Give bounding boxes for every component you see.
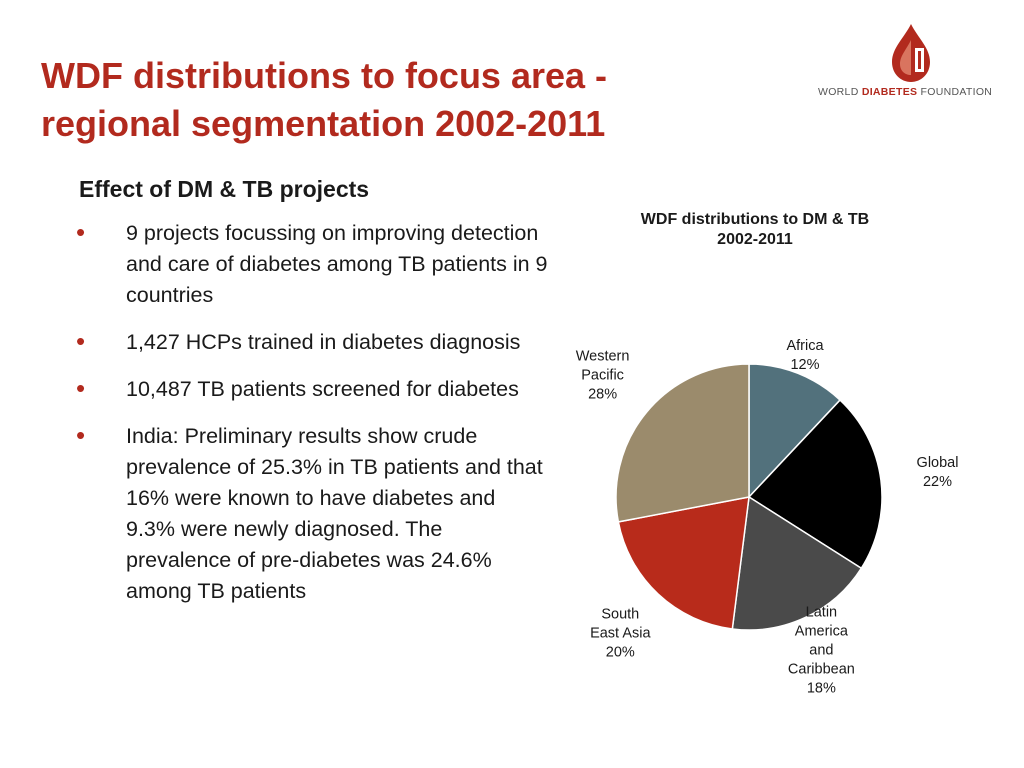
- bullet-dot-icon: •: [76, 217, 86, 247]
- bullet-text: 1,427 HCPs trained in diabetes diagnosis: [126, 330, 521, 354]
- bullet-text: India: Preliminary results show crude pr…: [126, 424, 543, 603]
- pie-label-line: Global: [916, 455, 959, 472]
- subheading: Effect of DM & TB projects: [79, 176, 370, 202]
- chart-title-line-1: WDF distributions to DM & TB: [640, 211, 870, 228]
- pie-label-line: Latin: [805, 604, 838, 621]
- pie-slice-africa: [748, 363, 842, 499]
- bullet-item: • 9 projects focussing on improving detec…: [76, 217, 549, 311]
- pie-slice-western-pacific: [615, 363, 750, 523]
- bullet-dot-icon: •: [76, 420, 86, 450]
- chart-title: WDF distributions to DM & TB 2002-2011: [590, 210, 920, 250]
- pie-label-line: and: [809, 642, 834, 659]
- pie-label-line: Pacific: [581, 367, 624, 384]
- slide-title-line-1: WDF distributions to focus area -: [41, 55, 608, 96]
- world-diabetes-foundation-logo: WORLD DIABETES FOUNDATION: [818, 20, 1004, 102]
- pie-label-africa: Africa 12%: [786, 337, 823, 375]
- pie-label-line: America: [794, 623, 848, 640]
- pie-label-line: 28%: [588, 386, 618, 403]
- bullet-text: 10,487 TB patients screened for diabetes: [126, 377, 519, 401]
- pie-label-south-east-asia: South East Asia 20%: [590, 606, 650, 663]
- pie-label-line: 12%: [790, 356, 820, 373]
- logo-word-foundation: FOUNDATION: [917, 86, 993, 98]
- slide-title-line-2: regional segmentation 2002-2011: [41, 103, 606, 144]
- logo-word-world: WORLD: [818, 86, 862, 98]
- bullet-item: • 1,427 HCPs trained in diabetes diagnosi…: [76, 326, 549, 358]
- pie-label-line: 22%: [922, 474, 953, 491]
- bullet-list: • 9 projects focussing on improving detec…: [76, 217, 549, 607]
- pie-label-line: 20%: [605, 644, 635, 661]
- bullet-item: • India: Preliminary results show crude p…: [76, 420, 549, 607]
- pie-slice-global: [747, 398, 883, 570]
- pie-label-line: East Asia: [590, 625, 651, 642]
- bullet-item: • 10,487 TB patients screened for diabete…: [76, 373, 549, 405]
- content-block: Effect of DM & TB projects • 9 projects f…: [76, 174, 549, 623]
- chart-title-line-2: 2002-2011: [717, 231, 793, 248]
- logo-wordmark: WORLD DIABETES FOUNDATION: [818, 86, 1004, 98]
- logo-word-diabetes: DIABETES: [861, 86, 918, 98]
- bullet-dot-icon: •: [76, 373, 86, 403]
- slide-title: WDF distributions to focus area - region…: [41, 52, 741, 148]
- pie-label-global: Global 22%: [917, 454, 959, 492]
- pie-label-latin-america-and-caribbean: Latin America and Caribbean 18%: [788, 603, 855, 698]
- pie-label-line: Caribbean: [787, 661, 855, 678]
- bullet-dot-icon: •: [76, 326, 86, 356]
- pie-label-line: Western: [575, 348, 630, 365]
- pie-label-line: 18%: [806, 680, 836, 697]
- bullet-text: 9 projects focussing on improving detect…: [126, 221, 548, 307]
- pie-label-line: Africa: [786, 337, 824, 354]
- pie-label-line: South: [601, 606, 640, 623]
- pie-label-western-pacific: Western Pacific 28%: [576, 347, 630, 404]
- drop-logo-icon: [892, 24, 930, 82]
